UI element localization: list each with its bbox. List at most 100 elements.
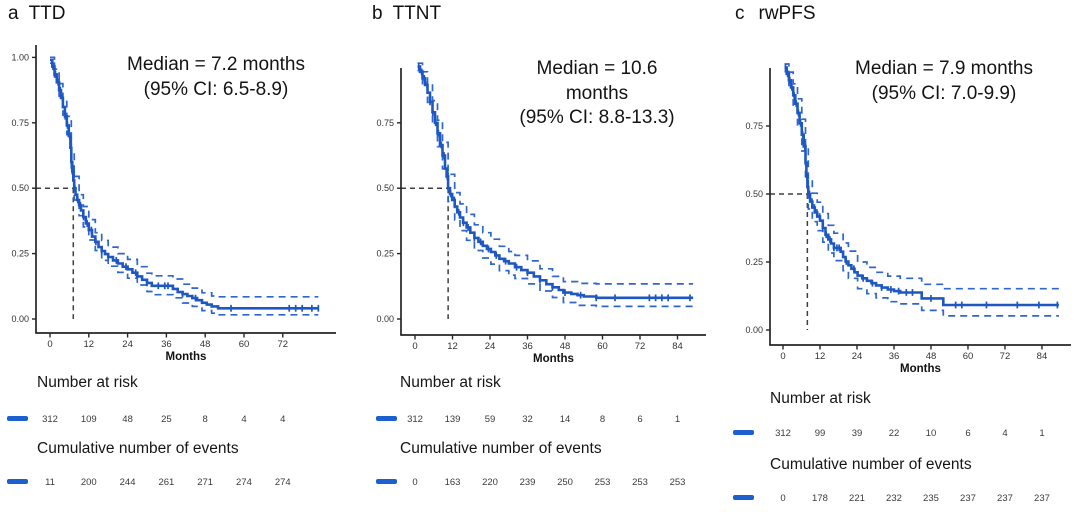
panel-name: rwPFS bbox=[758, 3, 816, 24]
number-at-risk-row: 312 99 39 22 10 6 4 1 bbox=[720, 427, 1080, 440]
event-count: 274 bbox=[274, 477, 291, 488]
x-tick-label: 84 bbox=[1037, 351, 1048, 362]
event-count: 237 bbox=[960, 493, 976, 504]
y-tick-label: 0.75 bbox=[11, 118, 29, 128]
event-count: 253 bbox=[594, 477, 611, 488]
y-tick-label: 0.00 bbox=[745, 325, 763, 335]
km-panel-ttnt: b TTNT 0.00 0.25 0.50 0.75 0 12 24 36 48 60 72 84 Mon… bbox=[360, 0, 720, 512]
y-tick-label: 0.00 bbox=[376, 314, 394, 324]
x-tick-label: 36 bbox=[161, 339, 172, 350]
panel-name: TTD bbox=[28, 3, 66, 24]
number-at-risk-row: 312 139 59 32 14 8 6 1 bbox=[360, 413, 720, 426]
group-swatch bbox=[733, 430, 754, 435]
event-count: 253 bbox=[669, 477, 686, 488]
risk-count: 10 bbox=[925, 428, 937, 439]
risk-count: 1 bbox=[1039, 428, 1045, 439]
risk-count: 59 bbox=[484, 414, 496, 425]
number-at-risk-heading: Number at risk bbox=[400, 374, 501, 391]
event-count: 11 bbox=[45, 477, 55, 488]
group-swatch bbox=[733, 495, 754, 500]
x-tick-label: 60 bbox=[239, 339, 250, 350]
event-count: 0 bbox=[780, 493, 786, 504]
km-chart-ttd: 0.00 0.25 0.50 0.75 1.00 0 12 24 36 48 60 72 Months bbox=[11, 45, 336, 363]
event-count: 271 bbox=[197, 477, 214, 488]
x-tick-label: 12 bbox=[447, 341, 458, 352]
cumulative-events-row: 0 178 221 232 235 237 237 237 bbox=[720, 492, 1080, 505]
panel-name: TTNT bbox=[392, 3, 442, 24]
cumulative-events-heading: Cumulative number of events bbox=[400, 440, 602, 457]
panel-title: b TTNT bbox=[372, 3, 441, 25]
km-chart-rwpfs: 0.00 0.25 0.50 0.75 0 12 24 36 48 60 72 84 Months bbox=[745, 63, 1071, 375]
x-tick-label: 48 bbox=[560, 341, 571, 352]
panel-letter: b bbox=[372, 3, 383, 24]
risk-count: 312 bbox=[42, 414, 58, 425]
ci-lower-curve bbox=[50, 62, 319, 316]
x-tick-label: 0 bbox=[780, 351, 785, 362]
event-count: 239 bbox=[519, 477, 536, 488]
event-count: 237 bbox=[997, 493, 1013, 504]
km-curve bbox=[417, 65, 694, 300]
y-tick-label: 0.25 bbox=[745, 257, 763, 267]
event-count: 163 bbox=[444, 477, 461, 488]
risk-count: 8 bbox=[202, 414, 208, 425]
event-count: 235 bbox=[923, 493, 939, 504]
x-tick-label: 12 bbox=[815, 351, 826, 362]
risk-count: 139 bbox=[444, 414, 461, 425]
y-tick-label: 0.00 bbox=[11, 314, 29, 324]
number-at-risk-heading: Number at risk bbox=[37, 374, 138, 391]
risk-count: 4 bbox=[241, 414, 247, 425]
number-at-risk-heading: Number at risk bbox=[770, 390, 871, 407]
x-tick-label: 0 bbox=[47, 339, 52, 350]
risk-count: 4 bbox=[1002, 428, 1008, 439]
x-tick-label: 36 bbox=[522, 341, 533, 352]
y-tick-label: 0.25 bbox=[11, 249, 29, 259]
risk-count: 1 bbox=[674, 414, 681, 425]
risk-count: 8 bbox=[599, 414, 606, 425]
y-tick-label: 0.50 bbox=[11, 183, 29, 193]
x-axis-label: Months bbox=[533, 353, 574, 365]
x-tick-label: 24 bbox=[485, 341, 496, 352]
event-count: 178 bbox=[812, 493, 828, 504]
risk-count: 4 bbox=[280, 414, 286, 425]
km-curve bbox=[784, 66, 1059, 307]
x-tick-label: 60 bbox=[963, 351, 974, 362]
group-swatch bbox=[376, 479, 397, 484]
event-count: 274 bbox=[236, 477, 252, 488]
panel-title: a TTD bbox=[8, 3, 66, 25]
y-tick-label: 0.50 bbox=[745, 189, 763, 199]
risk-count: 6 bbox=[965, 428, 971, 439]
event-count: 244 bbox=[119, 477, 136, 488]
event-count: 232 bbox=[886, 493, 902, 504]
risk-count: 109 bbox=[80, 414, 97, 425]
km-curve bbox=[50, 58, 319, 310]
km-panel-rwpfs: c rwPFS 0.00 0.25 0.50 0.75 0 12 24 36 48 60 72 84 Mo… bbox=[720, 0, 1080, 512]
risk-count: 6 bbox=[637, 414, 643, 425]
ci-upper-curve bbox=[50, 56, 319, 298]
risk-count: 48 bbox=[122, 414, 133, 425]
x-tick-label: 84 bbox=[672, 341, 683, 352]
km-chart-ttnt: 0.00 0.25 0.50 0.75 0 12 24 36 48 60 72 84 Months bbox=[376, 62, 706, 365]
risk-count: 14 bbox=[559, 414, 571, 425]
panel-letter: a bbox=[8, 3, 19, 24]
x-tick-label: 36 bbox=[889, 351, 900, 362]
cumulative-events-row: 11 200 244 261 271 274 274 bbox=[0, 476, 360, 489]
y-tick-label: 0.75 bbox=[745, 121, 763, 131]
y-tick-label: 0.25 bbox=[376, 249, 394, 259]
y-tick-label: 0.75 bbox=[376, 118, 394, 128]
x-tick-label: 24 bbox=[852, 351, 863, 362]
km-panel-ttd: a TTD 0.00 0.25 0.50 0.75 1.00 0 12 24 36 48 60 72 Mo… bbox=[0, 0, 360, 512]
x-tick-label: 24 bbox=[122, 339, 133, 350]
ci-upper-curve bbox=[784, 63, 1059, 290]
ci-lower-curve bbox=[417, 69, 694, 308]
x-tick-label: 48 bbox=[200, 339, 211, 350]
x-tick-label: 0 bbox=[412, 341, 417, 352]
cumulative-events-heading: Cumulative number of events bbox=[770, 456, 972, 473]
y-tick-label: 1.00 bbox=[11, 52, 29, 62]
risk-count: 312 bbox=[775, 428, 791, 439]
event-count: 221 bbox=[849, 493, 865, 504]
group-swatch bbox=[376, 416, 397, 421]
risk-count: 25 bbox=[161, 414, 172, 425]
x-axis-label: Months bbox=[166, 351, 207, 363]
risk-count: 22 bbox=[888, 428, 900, 439]
x-tick-label: 72 bbox=[1000, 351, 1011, 362]
